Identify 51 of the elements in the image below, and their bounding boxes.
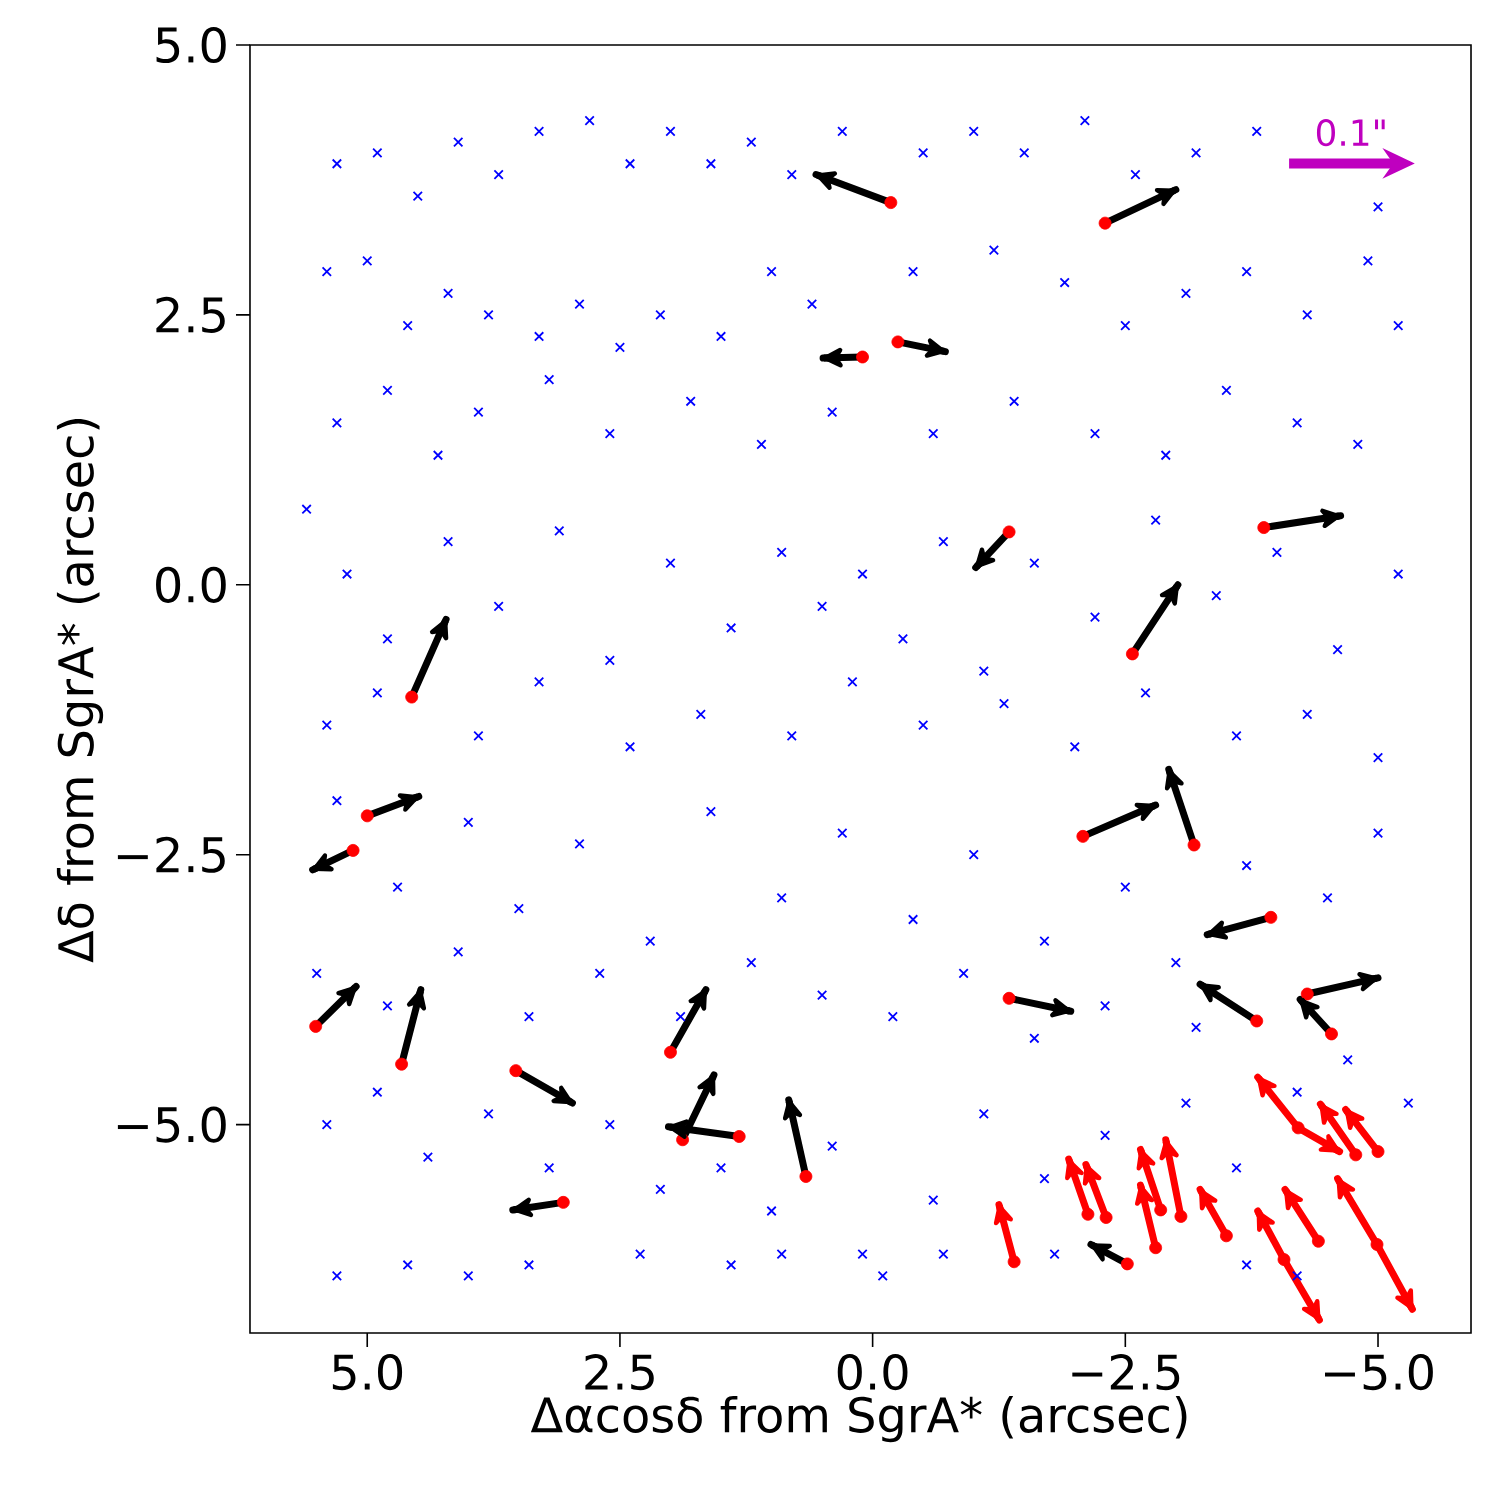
point [1125, 647, 1139, 661]
point [1264, 910, 1278, 924]
point [1370, 1238, 1384, 1251]
point [856, 350, 869, 364]
point [405, 690, 419, 704]
point [509, 1064, 523, 1078]
point [1007, 1255, 1021, 1269]
point [1154, 1203, 1168, 1217]
point [360, 809, 374, 823]
point [1325, 1027, 1338, 1041]
point [346, 844, 360, 857]
point [732, 1130, 746, 1143]
y-tick-label: 2.5 [156, 296, 225, 333]
x-tick-label: 0.0 [837, 1354, 908, 1391]
point [1174, 1210, 1188, 1223]
point [395, 1057, 408, 1071]
y-tick-label: 5.0 [156, 26, 226, 64]
y-tick-label: −5.0 [117, 1106, 226, 1143]
point [891, 335, 905, 349]
point [1099, 1211, 1113, 1224]
point [1187, 838, 1201, 852]
point [1250, 1014, 1264, 1028]
x-tick-label: −2.5 [1072, 1354, 1180, 1391]
point [1277, 1253, 1291, 1266]
x-axis-title: Δαcosδ from SgrA* (arcsec) [530, 1395, 1187, 1443]
point [556, 1195, 570, 1209]
x-tick-label: 2.5 [585, 1354, 654, 1391]
y-tick-label: 0.0 [156, 566, 226, 603]
point [1002, 991, 1016, 1005]
y-tick-label: −2.5 [117, 836, 225, 873]
point [799, 1170, 813, 1183]
x-tick-label: −5.0 [1325, 1354, 1433, 1391]
point [1220, 1229, 1233, 1243]
point [1371, 1145, 1385, 1159]
point [1076, 829, 1090, 843]
annotation: 0.1" [1316, 119, 1385, 147]
point [1311, 1234, 1325, 1248]
x-tick-label: 5.0 [332, 1354, 403, 1391]
point [1257, 521, 1271, 534]
point [1120, 1257, 1134, 1271]
point [1300, 987, 1314, 1001]
point [1291, 1121, 1305, 1135]
point [1349, 1148, 1363, 1162]
y-axis-title: Δδ from SgrA* (arcsec) [56, 419, 104, 963]
point [884, 196, 898, 210]
point [1098, 216, 1112, 230]
point [664, 1045, 677, 1059]
point [1149, 1241, 1163, 1255]
point [1081, 1207, 1095, 1221]
point [309, 1019, 323, 1033]
point [1002, 525, 1016, 539]
